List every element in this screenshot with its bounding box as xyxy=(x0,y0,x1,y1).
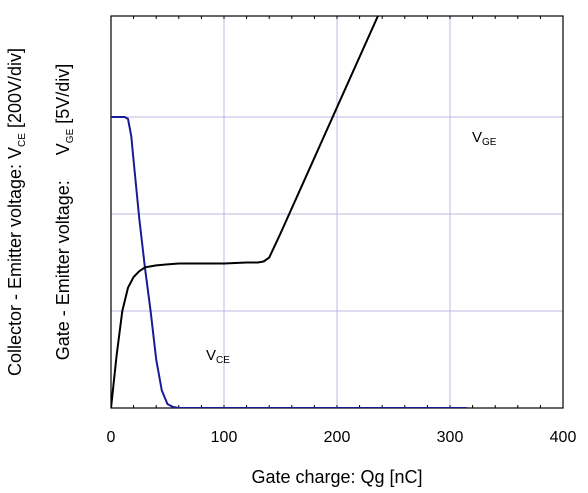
y-axis-title-vge: Gate - Emitter voltage: VGE [5V/div] xyxy=(53,64,76,361)
vce-series-label: VCE xyxy=(206,347,230,366)
y-axis-title-vce: Collector - Emitter voltage: VCE [200V/d… xyxy=(5,48,28,376)
x-tick-label: 300 xyxy=(437,429,464,446)
x-tick-label: 0 xyxy=(107,429,116,446)
x-axis-title: Gate charge: Qg [nC] xyxy=(251,467,422,487)
grid-lines xyxy=(111,16,563,408)
vce-series-line xyxy=(111,116,467,408)
x-tick-labels: 0 100 200 300 400 xyxy=(107,429,577,446)
vge-series-line xyxy=(111,16,380,408)
vge-series-label: VGE xyxy=(472,129,497,148)
x-tick-label: 100 xyxy=(211,429,238,446)
x-tick-label: 200 xyxy=(324,429,351,446)
x-tick-label: 400 xyxy=(550,429,577,446)
